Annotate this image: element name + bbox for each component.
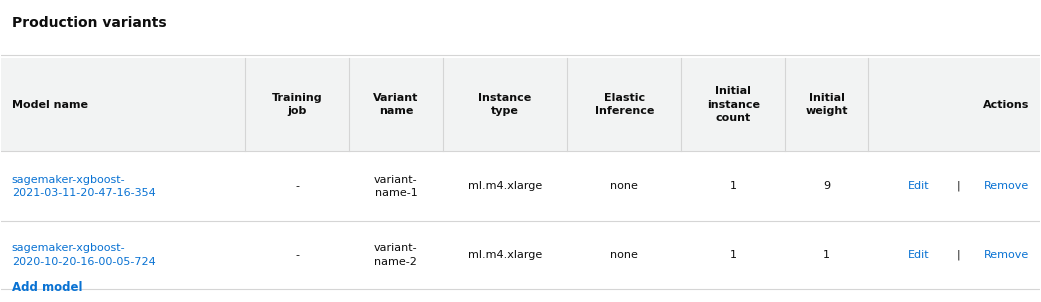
Text: Production variants: Production variants <box>11 16 167 30</box>
Text: -: - <box>296 250 299 260</box>
Text: ml.m4.xlarge: ml.m4.xlarge <box>467 250 542 260</box>
Text: Training
job: Training job <box>272 93 323 116</box>
Text: variant-
name-1: variant- name-1 <box>374 175 417 198</box>
Text: Add model: Add model <box>11 281 82 294</box>
Text: 9: 9 <box>823 181 831 191</box>
Text: 1: 1 <box>730 250 737 260</box>
Text: -: - <box>296 181 299 191</box>
FancyBboxPatch shape <box>1 58 1040 151</box>
Text: Initial
instance
count: Initial instance count <box>707 86 760 123</box>
Text: |: | <box>957 250 961 260</box>
Text: 1: 1 <box>730 181 737 191</box>
Text: Remove: Remove <box>984 250 1030 260</box>
Text: Edit: Edit <box>908 250 930 260</box>
Text: Actions: Actions <box>983 100 1030 110</box>
Text: variant-
name-2: variant- name-2 <box>374 243 417 267</box>
Text: Variant
name: Variant name <box>374 93 418 116</box>
Text: Instance
type: Instance type <box>478 93 532 116</box>
Text: none: none <box>610 181 638 191</box>
Text: Remove: Remove <box>984 181 1030 191</box>
Text: none: none <box>610 250 638 260</box>
Text: 1: 1 <box>823 250 831 260</box>
Text: Elastic
Inference: Elastic Inference <box>594 93 654 116</box>
Text: ml.m4.xlarge: ml.m4.xlarge <box>467 181 542 191</box>
Text: sagemaker-xgboost-
2020-10-20-16-00-05-724: sagemaker-xgboost- 2020-10-20-16-00-05-7… <box>11 243 155 267</box>
Text: Edit: Edit <box>908 181 930 191</box>
Text: sagemaker-xgboost-
2021-03-11-20-47-16-354: sagemaker-xgboost- 2021-03-11-20-47-16-3… <box>11 175 155 198</box>
Text: Initial
weight: Initial weight <box>806 93 848 116</box>
Text: Model name: Model name <box>11 100 87 110</box>
Text: |: | <box>957 181 961 191</box>
